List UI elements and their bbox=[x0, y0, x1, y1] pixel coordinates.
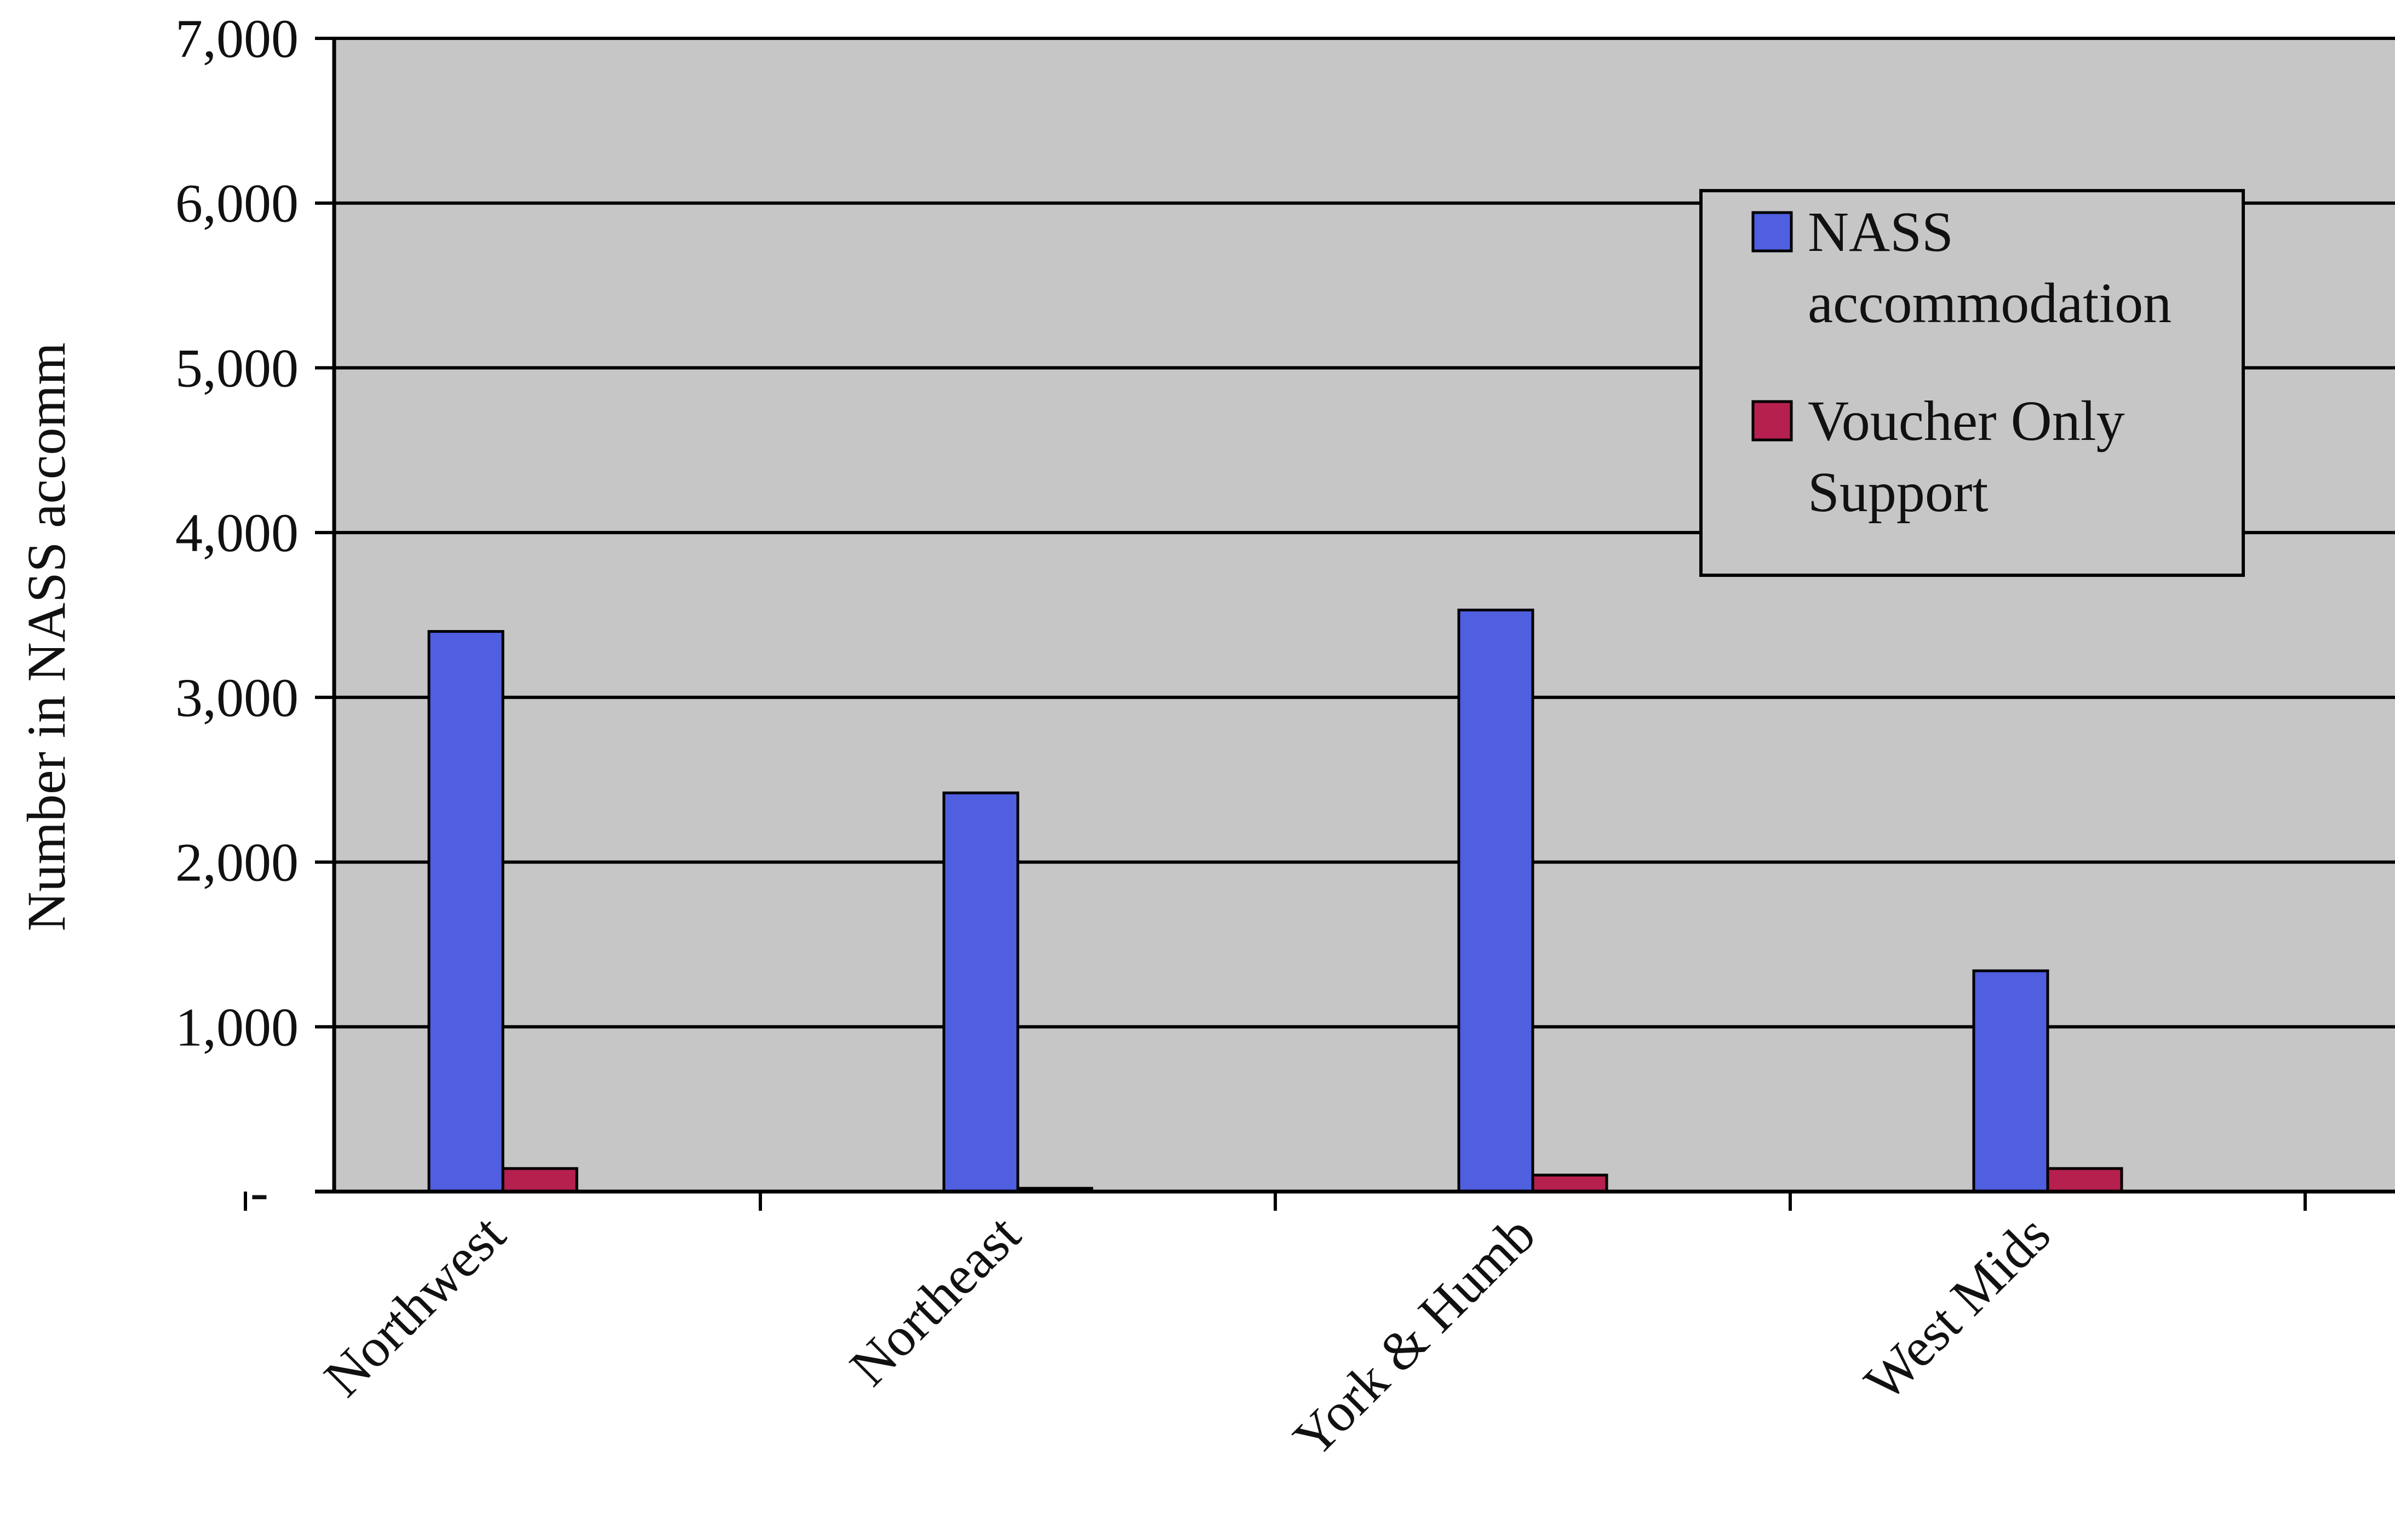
x-tick-label: Northeast bbox=[838, 1204, 1032, 1398]
x-tick-label: Northwest bbox=[312, 1204, 517, 1408]
y-tick-label: 1,000 bbox=[175, 997, 299, 1057]
bar-voucher-0 bbox=[501, 1167, 578, 1193]
y-tick-label: 4,000 bbox=[175, 502, 299, 563]
y-tick-label: 5,000 bbox=[175, 337, 299, 398]
bar-nass-2 bbox=[1457, 608, 1534, 1193]
axes bbox=[244, 37, 2395, 1211]
x-tick-label: York & Humb bbox=[1282, 1204, 1547, 1469]
y-tick-label: 7,000 bbox=[175, 8, 299, 69]
bar-voucher-3 bbox=[2046, 1167, 2123, 1193]
bar-nass-0 bbox=[427, 630, 505, 1193]
legend-swatch-voucher bbox=[1751, 400, 1793, 442]
y-tick-label: 3,000 bbox=[175, 667, 299, 728]
y-axis-title: Number in NASS accomm bbox=[16, 342, 77, 931]
legend-box bbox=[1699, 189, 2245, 577]
bar-nass-1 bbox=[942, 791, 1019, 1193]
legend-label-voucher: Voucher Only Support bbox=[1808, 390, 2125, 524]
legend-label-nass: NASS accommodation bbox=[1808, 201, 2171, 335]
y-tick-label: - bbox=[250, 1161, 268, 1222]
bar-nass-3 bbox=[1972, 969, 2049, 1193]
y-tick-label: 2,000 bbox=[175, 832, 299, 893]
y-tick-label: 6,000 bbox=[175, 173, 299, 234]
bar-voucher-2 bbox=[1531, 1173, 1608, 1193]
legend: NASS accommodation Voucher Only Support bbox=[1699, 189, 2245, 577]
legend-swatch-nass bbox=[1751, 211, 1793, 253]
x-tick-label: West Mids bbox=[1853, 1204, 2061, 1412]
y-tick-labels: - 1,000 2,000 3,000 4,000 5,000 6,000 7,000 bbox=[175, 8, 299, 1222]
